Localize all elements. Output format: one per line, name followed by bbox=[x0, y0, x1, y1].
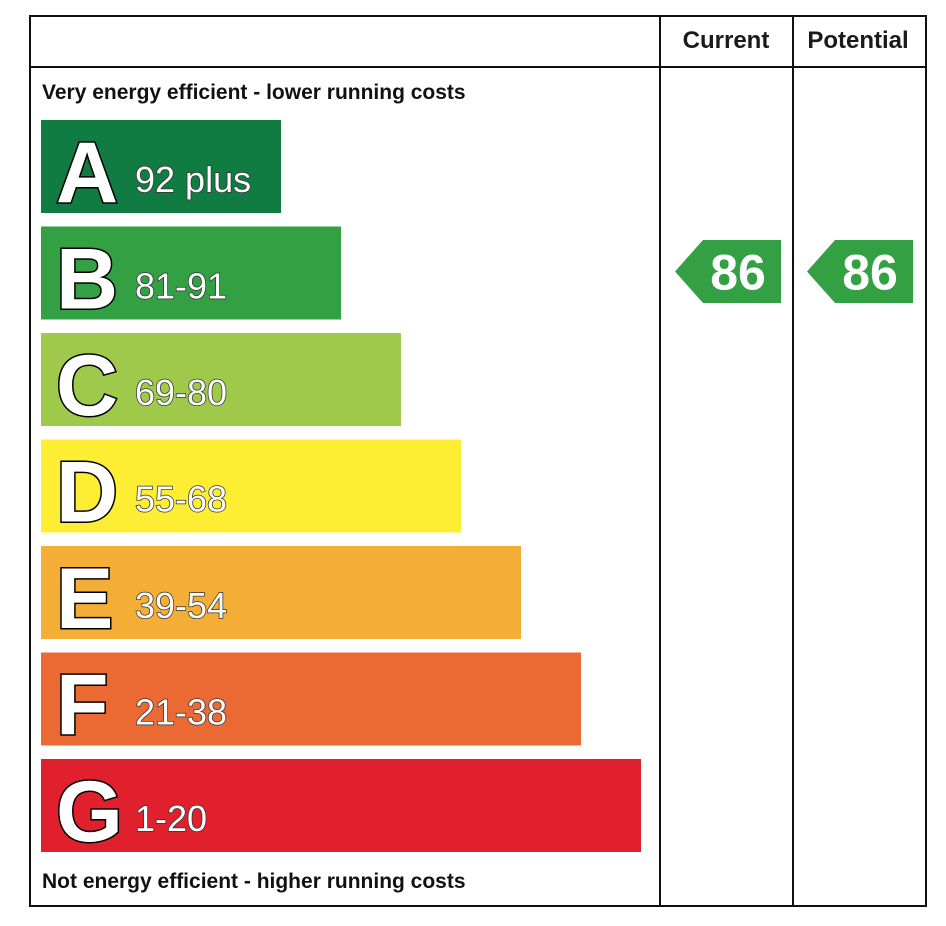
band-a: A 92 plus bbox=[41, 120, 281, 223]
band-letter: B bbox=[56, 232, 118, 328]
chart-frame bbox=[29, 15, 927, 907]
band-bar bbox=[41, 759, 641, 852]
band-letter: G bbox=[56, 764, 123, 860]
band-letter: E bbox=[56, 551, 113, 647]
band-range: 92 plus bbox=[135, 159, 251, 200]
band-range: 39-54 bbox=[135, 585, 227, 626]
potential-arrow-shape bbox=[807, 240, 913, 303]
top-caption: Very energy efficient - lower running co… bbox=[42, 81, 466, 104]
band-bar bbox=[41, 333, 401, 426]
potential-rating-value: 86 bbox=[842, 245, 898, 301]
current-rating-arrow: 86 bbox=[675, 240, 781, 303]
header-current: Current bbox=[683, 27, 770, 54]
band-letter: C bbox=[56, 338, 118, 434]
band-c: C 69-80 bbox=[41, 333, 401, 436]
band-d: D 55-68 bbox=[41, 439, 461, 542]
band-letter: F bbox=[56, 658, 109, 754]
band-range: 81-91 bbox=[135, 266, 227, 307]
header-potential: Potential bbox=[807, 27, 908, 54]
band-letter: A bbox=[56, 125, 118, 221]
band-g: G 1-20 bbox=[41, 759, 641, 862]
band-bar bbox=[41, 120, 281, 213]
band-letter: D bbox=[56, 445, 118, 541]
band-range: 21-38 bbox=[135, 692, 227, 733]
current-rating-value: 86 bbox=[710, 245, 766, 301]
band-bar bbox=[41, 226, 341, 320]
current-arrow-shape bbox=[675, 240, 781, 303]
potential-rating-arrow: 86 bbox=[807, 240, 913, 303]
band-b: B 81-91 bbox=[41, 226, 341, 329]
band-range: 69-80 bbox=[135, 372, 227, 413]
band-bar bbox=[41, 546, 521, 639]
band-bar bbox=[41, 439, 461, 533]
band-range: 1-20 bbox=[135, 798, 207, 839]
bottom-caption: Not energy efficient - higher running co… bbox=[42, 870, 466, 893]
band-range: 55-68 bbox=[135, 479, 227, 520]
band-f: F 21-38 bbox=[41, 652, 581, 755]
band-bar bbox=[41, 652, 581, 746]
band-e: E 39-54 bbox=[41, 546, 521, 649]
